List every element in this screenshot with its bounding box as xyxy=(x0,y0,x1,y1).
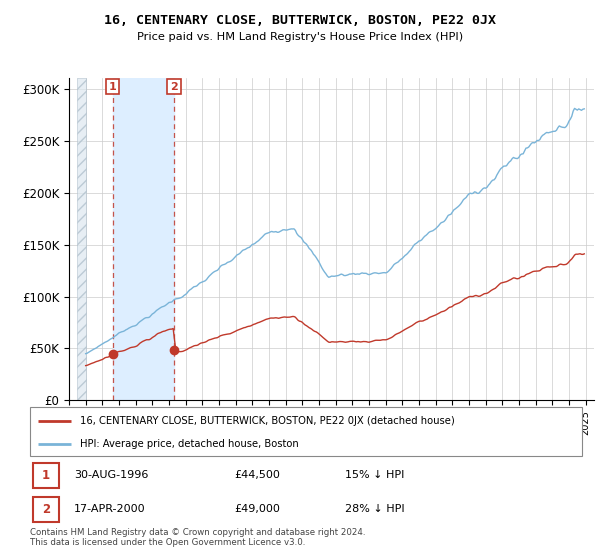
Text: 2: 2 xyxy=(170,82,178,92)
Text: 17-APR-2000: 17-APR-2000 xyxy=(74,505,146,515)
Text: 16, CENTENARY CLOSE, BUTTERWICK, BOSTON, PE22 0JX (detached house): 16, CENTENARY CLOSE, BUTTERWICK, BOSTON,… xyxy=(80,416,454,426)
Text: 1: 1 xyxy=(42,469,50,482)
FancyBboxPatch shape xyxy=(33,463,59,488)
Bar xyxy=(77,78,86,400)
Text: £44,500: £44,500 xyxy=(234,470,280,480)
Text: 2: 2 xyxy=(42,503,50,516)
Text: £49,000: £49,000 xyxy=(234,505,280,515)
Bar xyxy=(113,78,174,400)
Text: HPI: Average price, detached house, Boston: HPI: Average price, detached house, Bost… xyxy=(80,439,298,449)
FancyBboxPatch shape xyxy=(30,407,582,456)
Text: 1: 1 xyxy=(109,82,116,92)
Text: 15% ↓ HPI: 15% ↓ HPI xyxy=(344,470,404,480)
Text: Price paid vs. HM Land Registry's House Price Index (HPI): Price paid vs. HM Land Registry's House … xyxy=(137,32,463,43)
Text: 28% ↓ HPI: 28% ↓ HPI xyxy=(344,505,404,515)
Text: 30-AUG-1996: 30-AUG-1996 xyxy=(74,470,149,480)
Text: 16, CENTENARY CLOSE, BUTTERWICK, BOSTON, PE22 0JX: 16, CENTENARY CLOSE, BUTTERWICK, BOSTON,… xyxy=(104,14,496,27)
FancyBboxPatch shape xyxy=(33,497,59,522)
Text: Contains HM Land Registry data © Crown copyright and database right 2024.
This d: Contains HM Land Registry data © Crown c… xyxy=(30,528,365,547)
